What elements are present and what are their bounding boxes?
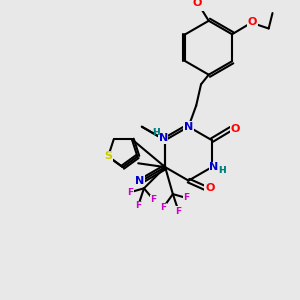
- Text: F: F: [135, 201, 141, 210]
- Text: F: F: [135, 201, 141, 210]
- Text: F: F: [176, 207, 182, 216]
- Text: N: N: [135, 176, 145, 186]
- Text: H: H: [218, 167, 225, 176]
- Text: F: F: [183, 194, 189, 202]
- Text: S: S: [104, 152, 112, 161]
- Text: H: H: [152, 128, 159, 137]
- Text: O: O: [193, 0, 202, 8]
- Text: N: N: [135, 176, 145, 186]
- Text: O: O: [230, 124, 240, 134]
- Text: N: N: [184, 122, 193, 132]
- Text: F: F: [160, 203, 166, 212]
- Text: F: F: [183, 194, 189, 202]
- Text: O: O: [205, 183, 214, 193]
- Text: N: N: [159, 133, 168, 143]
- Text: N: N: [184, 122, 193, 132]
- Text: F: F: [128, 188, 134, 197]
- Text: F: F: [160, 203, 166, 212]
- Text: O: O: [230, 124, 240, 134]
- Text: F: F: [128, 188, 134, 197]
- Text: H: H: [218, 167, 225, 176]
- Text: O: O: [193, 0, 202, 8]
- Text: N: N: [159, 133, 168, 143]
- Text: N: N: [209, 162, 218, 172]
- Text: N: N: [209, 162, 218, 172]
- Text: F: F: [151, 195, 157, 204]
- Text: H: H: [152, 128, 159, 137]
- Text: F: F: [176, 207, 182, 216]
- Text: F: F: [151, 195, 157, 204]
- Text: O: O: [248, 17, 257, 27]
- Text: S: S: [104, 152, 112, 161]
- Text: O: O: [205, 183, 214, 193]
- Text: O: O: [248, 17, 257, 27]
